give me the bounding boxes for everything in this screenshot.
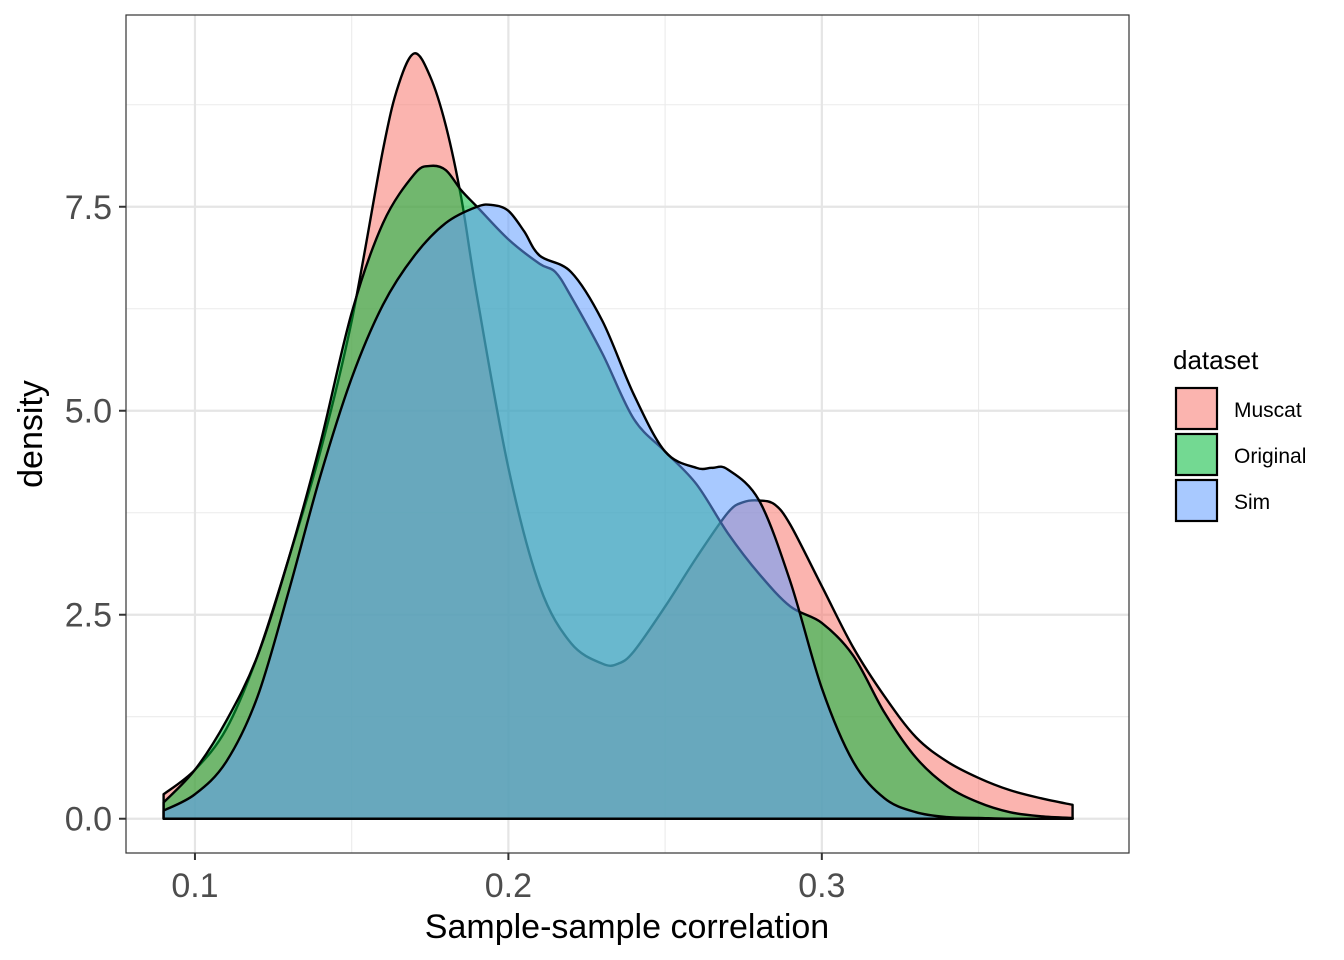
legend-title: dataset [1173,345,1259,375]
plot-panel-border [125,14,1130,854]
legend-label-sim: Sim [1234,491,1270,514]
density-area-sim [162,203,1074,820]
legend-label-original: Original [1234,445,1306,468]
y-tick-label: 0.0 [65,801,112,839]
x-tick-label: 0.2 [485,867,532,905]
density-areas [162,52,1074,820]
x-axis-title: Sample-sample correlation [425,908,829,946]
legend-label-muscat: Muscat [1234,399,1302,422]
y-tick-label: 2.5 [65,597,112,635]
x-tick-label: 0.1 [171,867,218,905]
y-tick-label: 7.5 [65,189,112,227]
y-tick-label: 5.0 [65,393,112,431]
legend-key-sim [1174,478,1219,523]
y-axis-title: density [12,380,50,488]
legend-key-muscat [1174,386,1219,431]
x-tick-label: 0.3 [798,867,845,905]
legend: dataset Muscat Original Sim [1173,345,1306,523]
y-axis: 0.0 2.5 5.0 7.5 [65,189,126,839]
x-axis: 0.1 0.2 0.3 [171,853,845,905]
legend-key-original [1174,432,1219,477]
